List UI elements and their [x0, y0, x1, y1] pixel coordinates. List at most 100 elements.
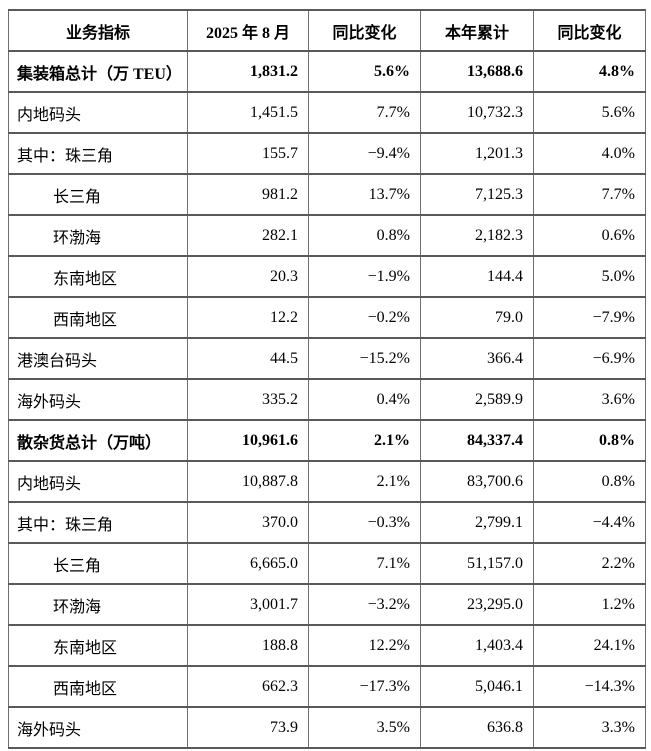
- table-row: 港澳台码头 44.5 −15.2% 366.4 −6.9%: [8, 337, 646, 380]
- row-label: 散杂货总计（万吨）: [8, 419, 188, 462]
- row-label: 港澳台码头: [8, 337, 188, 380]
- cell-ytd-yoy: −7.9%: [533, 296, 646, 339]
- table-row: 西南地区 662.3 −17.3% 5,046.1 −14.3%: [8, 665, 646, 708]
- cell-month-value: 1,831.2: [187, 50, 309, 93]
- table-row: 长三角 981.2 13.7% 7,125.3 7.7%: [8, 173, 646, 216]
- row-label: 海外码头: [8, 706, 188, 749]
- cell-ytd-total: 13,688.6: [420, 50, 534, 93]
- header-row: 业务指标 2025 年 8 月 同比变化 本年累计 同比变化: [8, 9, 646, 52]
- table-row: 集装箱总计（万 TEU） 1,831.2 5.6% 13,688.6 4.8%: [8, 50, 646, 93]
- row-label: 其中：珠三角: [8, 132, 188, 175]
- column-header-indicator: 业务指标: [8, 9, 188, 52]
- cell-ytd-yoy: 7.7%: [533, 173, 646, 216]
- row-label: 东南地区: [8, 624, 188, 667]
- table-row: 内地码头 10,887.8 2.1% 83,700.6 0.8%: [8, 460, 646, 503]
- table-row: 环渤海 3,001.7 −3.2% 23,295.0 1.2%: [8, 583, 646, 626]
- cell-yoy-change: −15.2%: [308, 337, 421, 380]
- table-row: 散杂货总计（万吨） 10,961.6 2.1% 84,337.4 0.8%: [8, 419, 646, 462]
- row-label: 东南地区: [8, 255, 188, 298]
- table-row: 长三角 6,665.0 7.1% 51,157.0 2.2%: [8, 542, 646, 585]
- cell-ytd-total: 1,403.4: [420, 624, 534, 667]
- cell-ytd-total: 10,732.3: [420, 91, 534, 134]
- cell-month-value: 981.2: [187, 173, 309, 216]
- cell-yoy-change: 7.1%: [308, 542, 421, 585]
- cell-ytd-yoy: 3.6%: [533, 378, 646, 421]
- cell-month-value: 370.0: [187, 501, 309, 544]
- table-row: 内地码头 1,451.5 7.7% 10,732.3 5.6%: [8, 91, 646, 134]
- cell-yoy-change: 5.6%: [308, 50, 421, 93]
- cell-ytd-yoy: 0.6%: [533, 214, 646, 257]
- business-indicators-table: 业务指标 2025 年 8 月 同比变化 本年累计 同比变化 集装箱总计（万 T…: [8, 9, 646, 749]
- cell-ytd-total: 2,182.3: [420, 214, 534, 257]
- cell-month-value: 662.3: [187, 665, 309, 708]
- row-label: 西南地区: [8, 296, 188, 339]
- cell-ytd-total: 1,201.3: [420, 132, 534, 175]
- cell-ytd-total: 636.8: [420, 706, 534, 749]
- cell-yoy-change: 3.5%: [308, 706, 421, 749]
- cell-ytd-yoy: 0.8%: [533, 460, 646, 503]
- cell-yoy-change: −0.2%: [308, 296, 421, 339]
- cell-ytd-yoy: 5.0%: [533, 255, 646, 298]
- table-row: 海外码头 73.9 3.5% 636.8 3.3%: [8, 706, 646, 749]
- table-row: 其中：珠三角 370.0 −0.3% 2,799.1 −4.4%: [8, 501, 646, 544]
- row-label: 西南地区: [8, 665, 188, 708]
- cell-ytd-total: 2,799.1: [420, 501, 534, 544]
- cell-month-value: 1,451.5: [187, 91, 309, 134]
- row-label: 环渤海: [8, 583, 188, 626]
- row-label: 其中：珠三角: [8, 501, 188, 544]
- row-label: 环渤海: [8, 214, 188, 257]
- cell-month-value: 12.2: [187, 296, 309, 339]
- cell-ytd-yoy: −14.3%: [533, 665, 646, 708]
- row-label: 集装箱总计（万 TEU）: [8, 50, 188, 93]
- cell-ytd-yoy: 24.1%: [533, 624, 646, 667]
- cell-ytd-yoy: 1.2%: [533, 583, 646, 626]
- cell-yoy-change: −9.4%: [308, 132, 421, 175]
- table-row: 环渤海 282.1 0.8% 2,182.3 0.6%: [8, 214, 646, 257]
- cell-ytd-total: 84,337.4: [420, 419, 534, 462]
- cell-month-value: 3,001.7: [187, 583, 309, 626]
- row-label: 长三角: [8, 542, 188, 585]
- cell-month-value: 10,961.6: [187, 419, 309, 462]
- cell-month-value: 335.2: [187, 378, 309, 421]
- cell-yoy-change: 2.1%: [308, 419, 421, 462]
- cell-month-value: 44.5: [187, 337, 309, 380]
- cell-ytd-total: 2,589.9: [420, 378, 534, 421]
- table-row: 西南地区 12.2 −0.2% 79.0 −7.9%: [8, 296, 646, 339]
- cell-yoy-change: −3.2%: [308, 583, 421, 626]
- cell-month-value: 20.3: [187, 255, 309, 298]
- cell-ytd-total: 366.4: [420, 337, 534, 380]
- cell-ytd-yoy: −4.4%: [533, 501, 646, 544]
- cell-yoy-change: −0.3%: [308, 501, 421, 544]
- cell-ytd-yoy: 3.3%: [533, 706, 646, 749]
- cell-month-value: 188.8: [187, 624, 309, 667]
- cell-ytd-yoy: −6.9%: [533, 337, 646, 380]
- column-header-ytd-total: 本年累计: [420, 9, 534, 52]
- table-row: 东南地区 188.8 12.2% 1,403.4 24.1%: [8, 624, 646, 667]
- cell-ytd-yoy: 2.2%: [533, 542, 646, 585]
- cell-yoy-change: 13.7%: [308, 173, 421, 216]
- table-row: 东南地区 20.3 −1.9% 144.4 5.0%: [8, 255, 646, 298]
- cell-month-value: 6,665.0: [187, 542, 309, 585]
- table-row: 其中：珠三角 155.7 −9.4% 1,201.3 4.0%: [8, 132, 646, 175]
- cell-ytd-total: 51,157.0: [420, 542, 534, 585]
- cell-month-value: 282.1: [187, 214, 309, 257]
- cell-ytd-yoy: 5.6%: [533, 91, 646, 134]
- cell-ytd-total: 23,295.0: [420, 583, 534, 626]
- row-label: 长三角: [8, 173, 188, 216]
- cell-yoy-change: 2.1%: [308, 460, 421, 503]
- row-label: 海外码头: [8, 378, 188, 421]
- column-header-yoy-change: 同比变化: [308, 9, 421, 52]
- column-header-month: 2025 年 8 月: [187, 9, 309, 52]
- cell-ytd-total: 79.0: [420, 296, 534, 339]
- cell-ytd-total: 83,700.6: [420, 460, 534, 503]
- row-label: 内地码头: [8, 91, 188, 134]
- cell-month-value: 73.9: [187, 706, 309, 749]
- cell-yoy-change: −1.9%: [308, 255, 421, 298]
- cell-ytd-total: 144.4: [420, 255, 534, 298]
- cell-yoy-change: 0.4%: [308, 378, 421, 421]
- cell-month-value: 155.7: [187, 132, 309, 175]
- cell-month-value: 10,887.8: [187, 460, 309, 503]
- cell-yoy-change: 0.8%: [308, 214, 421, 257]
- table-body: 集装箱总计（万 TEU） 1,831.2 5.6% 13,688.6 4.8% …: [8, 50, 646, 749]
